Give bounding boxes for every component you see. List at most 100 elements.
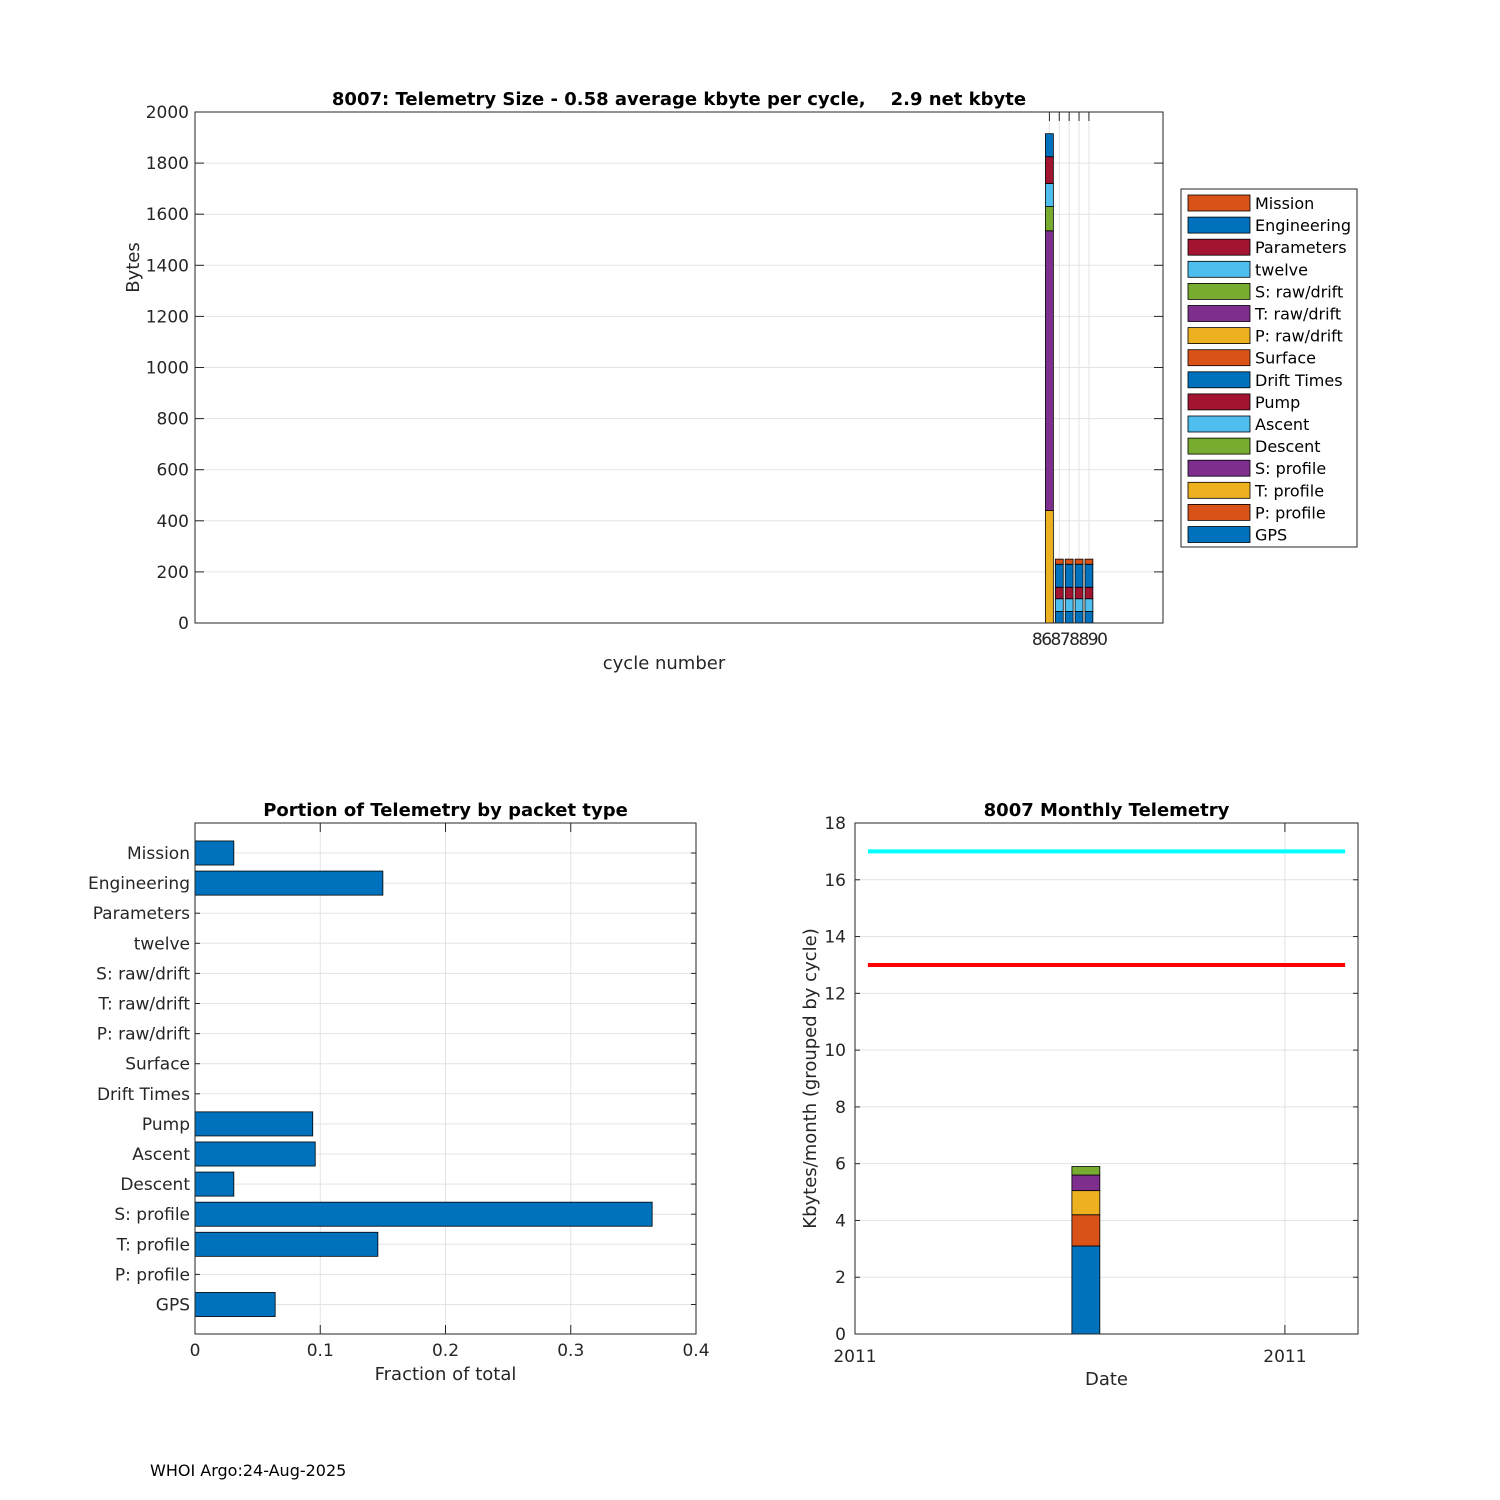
x-tick-label: 2011 (833, 1347, 876, 1367)
legend-label: GPS (1255, 526, 1287, 545)
y-tick-label: 1800 (146, 154, 189, 174)
bar-segment (1045, 133, 1054, 158)
bar-segment (1064, 558, 1074, 565)
y-tick-label: 12 (824, 984, 846, 1004)
category-label: twelve (134, 934, 190, 954)
packet-portion-chart: 0 0.1 0.2 0.3 0.4 Mission Engineering Parameter… (88, 800, 710, 1385)
x-tick-labels: 86878890 (1032, 630, 1107, 650)
telemetry-size-chart: 0 200 400 600 800 1000 1200 1400 1600 1800 2000 868… (123, 89, 1358, 674)
bar-segment (1084, 563, 1094, 588)
bar-segment (1084, 611, 1094, 624)
bar-segment (1084, 598, 1094, 612)
y-tick-label: 14 (824, 928, 846, 948)
x-tick-label: 0.1 (307, 1341, 334, 1361)
bar (194, 1292, 276, 1317)
legend-label: P: profile (1255, 503, 1326, 522)
legend-label: S: profile (1255, 459, 1326, 478)
legend-label: Pump (1255, 393, 1300, 412)
y-tick-label: 0 (178, 614, 189, 634)
x-axis-label: Date (1085, 1369, 1128, 1390)
y-tick-label: 1200 (146, 307, 189, 327)
category-label: Pump (142, 1115, 190, 1135)
y-axis-label: Bytes (123, 242, 144, 293)
bar-segment (1074, 611, 1084, 624)
legend-swatch (1187, 282, 1251, 300)
legend-label: P: raw/drift (1255, 327, 1343, 346)
y-tick-label: 18 (824, 814, 846, 834)
bar-segment (1071, 1174, 1101, 1192)
x-axis-label: cycle number (603, 653, 726, 674)
bar-segment (1045, 230, 1054, 511)
bar-segment (1045, 206, 1054, 232)
bar (194, 870, 384, 896)
legend-label: T: raw/drift (1254, 305, 1341, 324)
y-tick-label: 8 (835, 1098, 846, 1118)
legend-swatch (1187, 526, 1251, 543)
footer-credit: WHOI Argo:24-Aug-2025 (150, 1461, 347, 1480)
y-tick-label: 400 (157, 512, 189, 532)
legend: Mission Engineering Parameters twelve S: raw… (1180, 188, 1358, 548)
legend-swatch (1187, 393, 1251, 411)
x-tick-label: 0.3 (557, 1341, 584, 1361)
category-label: P: profile (115, 1265, 190, 1285)
category-label: P: raw/drift (97, 1025, 191, 1045)
y-tick-label: 600 (157, 461, 189, 481)
plot-frame (194, 822, 697, 1335)
y-tick-label: 10 (824, 1041, 846, 1061)
bar (194, 1141, 316, 1167)
legend-label: twelve (1255, 260, 1308, 279)
y-tick-label: 16 (824, 871, 846, 891)
x-tick-label: 0 (190, 1341, 201, 1361)
bar-segment (1054, 598, 1064, 612)
legend-swatch (1187, 238, 1251, 256)
y-tick-label: 200 (157, 563, 189, 583)
category-label: Ascent (132, 1145, 190, 1165)
category-label: Engineering (88, 874, 190, 894)
bar (194, 1171, 235, 1197)
category-label: S: raw/drift (96, 964, 190, 984)
legend-swatch (1187, 260, 1251, 278)
legend-swatch (1187, 459, 1251, 477)
bar (194, 840, 235, 866)
legend-swatch (1187, 503, 1251, 521)
bar-segment (1071, 1166, 1101, 1176)
legend-label: T: profile (1254, 481, 1324, 500)
bar (194, 1111, 314, 1137)
bar-segment (1074, 563, 1084, 588)
bar-segment (1054, 558, 1064, 565)
legend-swatch (1187, 481, 1251, 499)
legend-swatch (1187, 349, 1251, 367)
y-tick-label: 4 (835, 1211, 846, 1231)
legend-swatch (1187, 194, 1251, 212)
bar-segment (1084, 586, 1094, 600)
bar-segment (1071, 1190, 1101, 1216)
y-tick-label: 1600 (146, 205, 189, 225)
legend-label: S: raw/drift (1255, 282, 1343, 301)
bar-segment (1071, 1214, 1101, 1247)
bar (194, 1231, 379, 1257)
bar-segment (1045, 510, 1054, 624)
bar-segment (1074, 586, 1084, 600)
y-tick-label: 6 (835, 1155, 846, 1175)
bar-segment (1054, 586, 1064, 600)
bar-segment (1045, 183, 1054, 207)
plot-frame (854, 822, 1359, 1335)
y-tick-label: 2 (835, 1268, 846, 1288)
legend-swatch (1187, 327, 1251, 345)
y-tick-label: 800 (157, 410, 189, 430)
legend-swatch (1187, 305, 1251, 322)
category-label: Mission (127, 844, 190, 864)
bar-segment (1045, 156, 1054, 184)
plot-frame (194, 111, 1164, 624)
category-label: T: profile (116, 1235, 190, 1255)
x-tick-label: 0.4 (682, 1341, 709, 1361)
x-tick-label: 0.2 (432, 1341, 459, 1361)
bar-segment (1064, 563, 1074, 588)
bar-segment (1084, 558, 1094, 565)
x-tick-label: 2011 (1263, 1347, 1306, 1367)
category-label: T: raw/drift (97, 995, 190, 1015)
y-axis-label: Kbytes/month (grouped by cycle) (800, 928, 821, 1228)
chart-title: 8007 Monthly Telemetry (984, 800, 1230, 821)
legend-swatch (1187, 216, 1251, 234)
category-label: Descent (120, 1175, 190, 1195)
